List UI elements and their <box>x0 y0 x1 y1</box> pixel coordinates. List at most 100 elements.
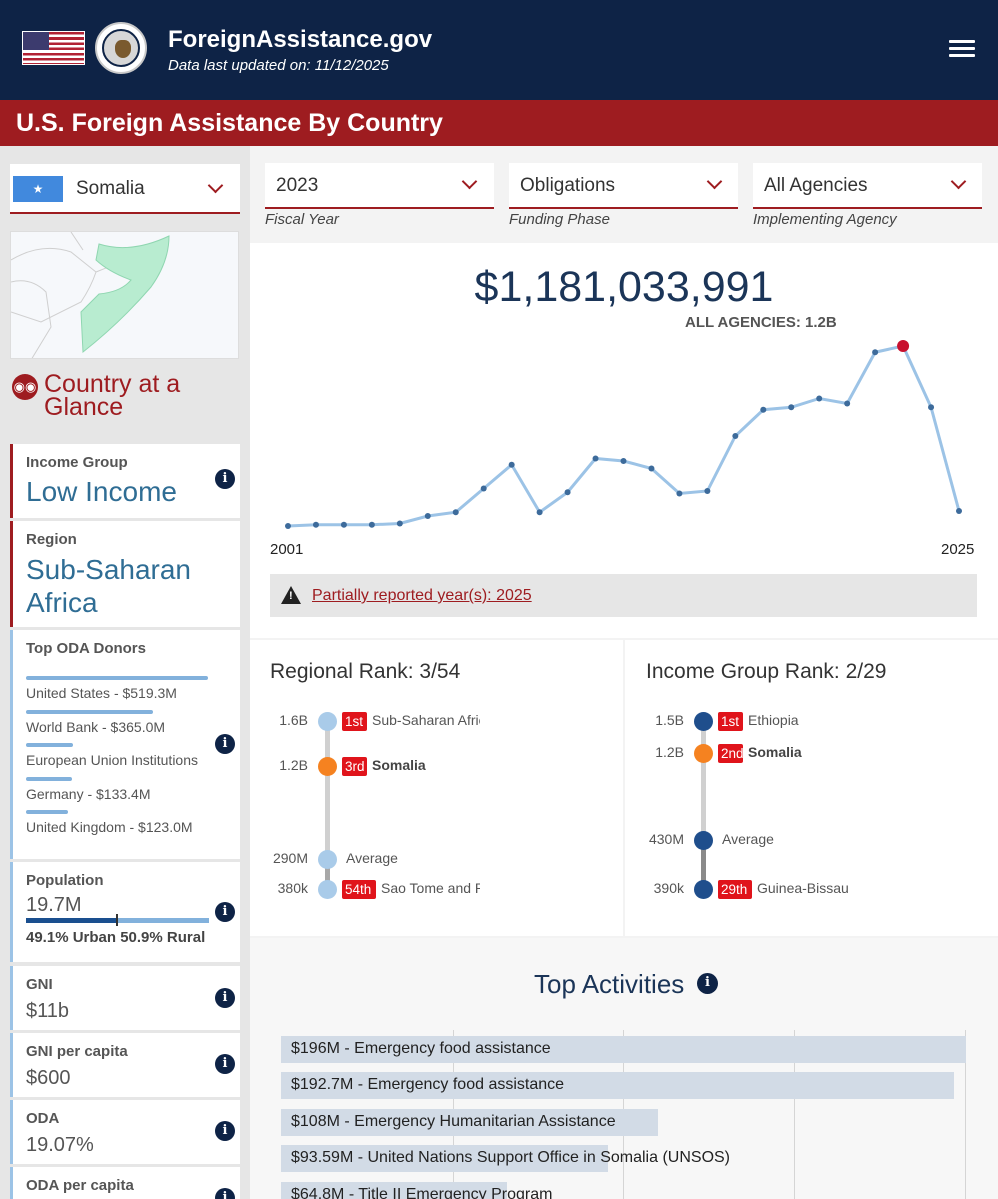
gni-label: GNI <box>26 976 53 993</box>
rank-name: Guinea-Bissau <box>757 880 849 896</box>
info-icon[interactable]: i <box>215 902 235 922</box>
agency-caption: Implementing Agency <box>753 211 897 228</box>
somalia-shape <box>80 235 170 353</box>
donor-label: United States - $519.3M <box>26 685 177 701</box>
trend-point-selected[interactable] <box>897 340 910 352</box>
rank-dot[interactable] <box>694 831 713 850</box>
activity-bar[interactable] <box>281 1072 955 1099</box>
rank-dot[interactable] <box>318 757 337 776</box>
activity-bar[interactable] <box>281 1109 659 1136</box>
info-icon[interactable]: i <box>215 1188 235 1199</box>
info-icon[interactable]: i <box>215 988 235 1008</box>
trend-point[interactable] <box>816 395 823 402</box>
rank-name: Somalia <box>748 744 802 760</box>
activity-label[interactable]: $196M - Emergency food assistance <box>291 1040 551 1057</box>
trend-point[interactable] <box>928 404 935 411</box>
country-map[interactable] <box>10 231 239 359</box>
urban-marker <box>115 914 118 926</box>
end-year-label: 2025 <box>941 541 975 558</box>
glance-title: Country at a Glance <box>44 370 181 421</box>
activity-label[interactable]: $192.7M - Emergency food assistance <box>291 1076 565 1093</box>
trend-point[interactable] <box>508 461 515 468</box>
activity-bar[interactable] <box>281 1145 609 1172</box>
trend-line <box>287 344 961 528</box>
fiscal-year-value: 2023 <box>276 175 319 196</box>
trend-point[interactable] <box>676 490 683 497</box>
rank-badge: 1st <box>342 712 367 731</box>
income-group-value: Low Income <box>26 476 177 507</box>
trend-point[interactable] <box>760 406 767 413</box>
trend-point[interactable] <box>872 349 879 356</box>
info-icon[interactable]: i <box>215 1054 235 1074</box>
regional-rank-panel <box>250 640 623 936</box>
donor-bar <box>26 810 68 814</box>
donor-bar <box>26 676 208 680</box>
oda-label: ODA <box>26 1110 60 1127</box>
funding-phase-filter[interactable]: Obligations Funding Phase <box>509 163 738 228</box>
rank-value: 1.6B <box>279 712 308 728</box>
partial-report-notice: ! Partially reported year(s): 2025 <box>270 574 977 617</box>
warning-icon: ! <box>281 586 301 604</box>
info-icon[interactable]: i <box>215 1121 235 1141</box>
trend-point[interactable] <box>340 521 347 528</box>
activity-label[interactable]: $108M - Emergency Humanitarian Assistanc… <box>291 1113 616 1130</box>
trend-point[interactable] <box>592 455 599 462</box>
trend-point[interactable] <box>844 400 851 407</box>
country-select[interactable]: ★ Somalia <box>10 164 240 214</box>
trend-point[interactable] <box>396 520 403 527</box>
trend-point[interactable] <box>648 465 655 472</box>
trend-point[interactable] <box>788 404 795 411</box>
rank-value: 430M <box>648 831 684 847</box>
fiscal-year-filter[interactable]: 2023 Fiscal Year <box>265 163 494 228</box>
menu-icon[interactable] <box>949 40 975 60</box>
trend-point[interactable] <box>704 488 711 494</box>
trend-point[interactable] <box>285 523 291 529</box>
trend-point[interactable] <box>732 433 739 439</box>
trend-point[interactable] <box>312 521 319 528</box>
trend-point[interactable] <box>452 509 459 516</box>
rank-badge: 29th <box>718 880 752 899</box>
donor-label: World Bank - $365.0M <box>26 719 166 735</box>
rank-axis-segment <box>701 840 706 889</box>
income-rank-panel <box>625 640 998 936</box>
trend-point[interactable] <box>564 489 571 496</box>
gni-per-capita-card: GNI per capita $600 i <box>10 1033 240 1097</box>
activity-bar[interactable] <box>281 1182 508 1199</box>
rank-badge: 3rd <box>342 757 367 776</box>
info-icon[interactable]: i <box>215 469 235 489</box>
activity-label[interactable]: $64.8M - Title II Emergency Program <box>291 1186 553 1199</box>
rank-dot[interactable] <box>694 744 713 763</box>
activity-label[interactable]: $93.59M - United Nations Support Office … <box>291 1149 731 1166</box>
income-group-label: Income Group <box>26 454 128 471</box>
trend-point[interactable] <box>480 485 487 492</box>
rank-dot[interactable] <box>318 850 337 869</box>
info-icon[interactable]: i <box>697 973 718 994</box>
rank-dot[interactable] <box>318 880 337 899</box>
oda-per-capita-label: ODA per capita <box>26 1177 134 1194</box>
rank-badge: 54th <box>342 880 376 899</box>
trend-point[interactable] <box>956 508 962 514</box>
info-icon[interactable]: i <box>215 734 235 754</box>
donor-item: United Kingdom - $123.0M <box>26 810 216 835</box>
partial-report-link[interactable]: Partially reported year(s): 2025 <box>312 587 532 604</box>
rank-dot[interactable] <box>694 880 713 899</box>
trend-point[interactable] <box>368 521 375 528</box>
rank-value: 290M <box>272 850 308 866</box>
donor-bar <box>26 743 74 747</box>
somalia-flag-icon: ★ <box>13 176 63 202</box>
rank-dot[interactable] <box>694 712 713 731</box>
trend-point[interactable] <box>536 509 543 516</box>
rank-name: Average <box>346 850 398 866</box>
gni-per-capita-label: GNI per capita <box>26 1043 128 1060</box>
population-card: Population 19.7M 49.1% Urban 50.9% Rural… <box>10 862 240 962</box>
site-title[interactable]: ForeignAssistance.gov <box>168 26 433 53</box>
oda-value: 19.07% <box>26 1134 94 1156</box>
activity-bar[interactable] <box>281 1036 966 1063</box>
rank-value: 1.2B <box>279 757 308 773</box>
trend-point[interactable] <box>620 458 627 464</box>
population-label: Population <box>26 872 104 889</box>
trend-point[interactable] <box>424 513 431 519</box>
rank-dot[interactable] <box>318 712 337 731</box>
agency-filter[interactable]: All Agencies Implementing Agency <box>753 163 982 228</box>
